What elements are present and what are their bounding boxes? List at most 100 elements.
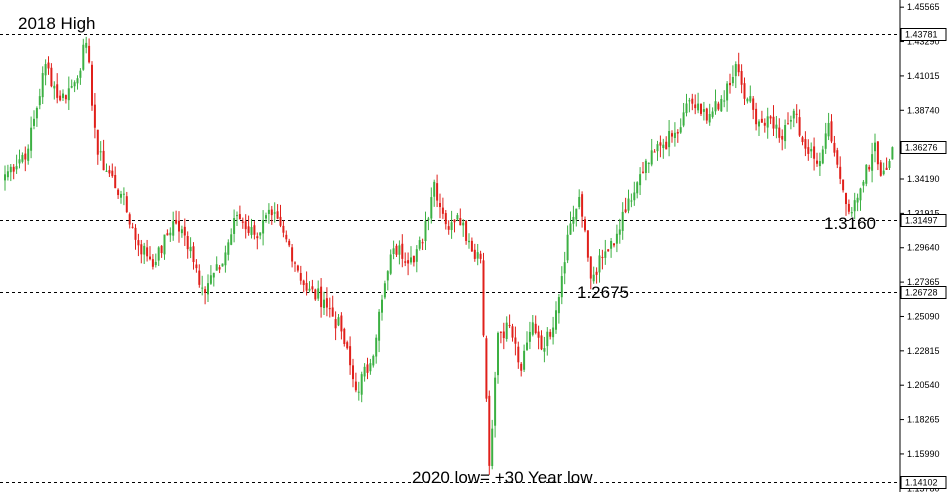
candle-body xyxy=(215,264,218,271)
candle-body xyxy=(833,142,836,153)
candle-body xyxy=(708,114,711,123)
candle-body xyxy=(700,103,702,114)
candle-body xyxy=(183,226,186,236)
candle-body xyxy=(720,98,723,112)
candle-body xyxy=(810,149,813,152)
candle-body xyxy=(44,64,47,76)
candle-body xyxy=(671,133,673,137)
y-tick-label: 1.18265 xyxy=(907,415,940,425)
candle-body xyxy=(169,232,172,236)
candle-body xyxy=(93,104,96,128)
candle-body xyxy=(70,86,73,88)
candle-body xyxy=(76,78,79,84)
y-tick-label: 1.34190 xyxy=(907,174,940,184)
candle-body xyxy=(862,181,865,186)
level-label-box xyxy=(900,476,947,489)
candle-body xyxy=(154,261,157,266)
candle-body xyxy=(357,391,360,393)
candle-body xyxy=(644,160,647,174)
candle-body xyxy=(569,223,572,235)
candle-body xyxy=(325,298,328,308)
candle-body xyxy=(531,322,534,335)
candle-body xyxy=(212,272,215,278)
candle-body xyxy=(343,328,346,344)
candle-body xyxy=(250,227,253,235)
candle-body xyxy=(850,212,853,214)
candle-body xyxy=(679,127,682,133)
candle-body xyxy=(137,240,140,246)
candle-body xyxy=(88,45,91,63)
candle-body xyxy=(668,131,671,148)
candle-body xyxy=(276,211,279,219)
candle-body xyxy=(766,116,769,128)
candle-body xyxy=(723,100,726,102)
candle-body xyxy=(436,183,439,201)
candle-body xyxy=(64,95,67,100)
y-tick-label: 1.29640 xyxy=(907,243,940,253)
candle-body xyxy=(241,221,244,223)
candle-body xyxy=(412,255,415,263)
candle-body xyxy=(627,198,630,211)
candle-body xyxy=(694,104,697,109)
candle-body xyxy=(279,216,282,226)
candle-body xyxy=(821,149,824,164)
candle-body xyxy=(459,218,462,226)
candle-body xyxy=(688,100,691,102)
candle-body xyxy=(204,289,207,293)
candle-body xyxy=(760,118,763,123)
candle-body xyxy=(331,307,334,317)
candle-body xyxy=(186,236,189,250)
candle-body xyxy=(175,219,178,224)
candle-body xyxy=(647,162,650,164)
candle-body xyxy=(114,175,117,189)
candle-body xyxy=(143,245,146,255)
candle-body xyxy=(265,215,267,219)
candle-body xyxy=(476,252,479,259)
candle-body xyxy=(755,108,758,125)
candle-body xyxy=(871,154,874,171)
candle-body xyxy=(163,234,166,255)
candle-body xyxy=(180,229,183,234)
candle-body xyxy=(563,262,566,274)
candle-body xyxy=(813,146,816,159)
candle-body xyxy=(140,244,143,255)
candle-body xyxy=(4,174,6,181)
candle-body xyxy=(842,179,845,191)
candle-body xyxy=(352,365,354,380)
candle-body xyxy=(798,117,801,136)
candle-body xyxy=(9,166,12,173)
candle-body xyxy=(149,256,151,260)
candle-body xyxy=(758,121,760,127)
candle-body xyxy=(876,141,879,165)
candle-body xyxy=(273,212,276,214)
candle-body xyxy=(328,308,331,310)
candle-body xyxy=(6,171,9,178)
level-lines xyxy=(0,34,900,483)
candle-body xyxy=(534,323,537,333)
candle-body xyxy=(479,253,482,259)
level-labels: 1.43781 1.36276 1.31497 1.26728 1.14102 xyxy=(900,28,947,489)
candle-body xyxy=(244,221,247,230)
candle-body xyxy=(462,222,465,226)
candle-body xyxy=(378,311,381,341)
candle-body xyxy=(82,44,85,70)
candle-body xyxy=(613,243,615,246)
candle-body xyxy=(456,215,459,220)
candle-body xyxy=(711,111,714,117)
candle-body xyxy=(653,151,656,153)
candle-body xyxy=(787,123,789,125)
candle-body xyxy=(885,167,888,170)
candle-body xyxy=(334,319,337,329)
candle-body xyxy=(302,280,305,286)
candle-body xyxy=(540,335,543,350)
candle-body xyxy=(607,249,610,252)
candle-body xyxy=(598,255,601,273)
candle-body xyxy=(285,234,288,240)
candle-body xyxy=(824,133,827,149)
candle-body xyxy=(845,193,847,205)
candle-body xyxy=(56,84,59,98)
candle-body xyxy=(856,197,859,203)
candle-body xyxy=(575,208,578,220)
level-label-box xyxy=(900,286,947,299)
candle-body xyxy=(639,174,642,186)
